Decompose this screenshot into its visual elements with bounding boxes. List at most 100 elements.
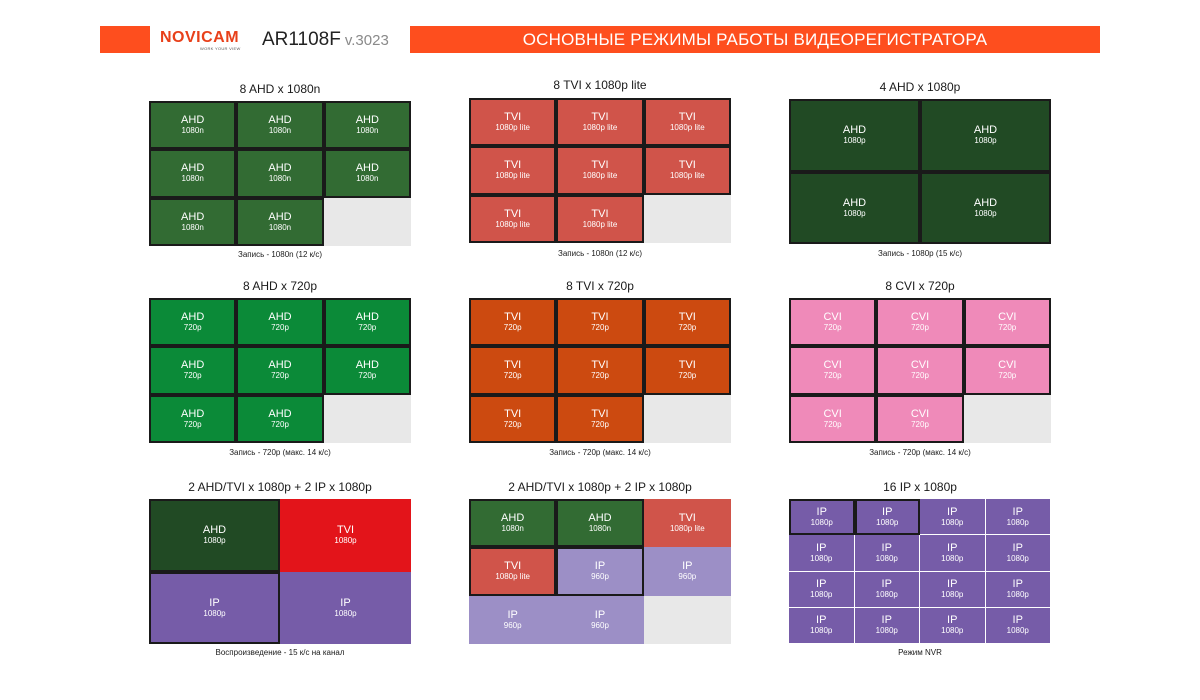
channel-type: AHD [268,162,292,175]
channel-resolution: 720p [591,419,609,429]
channel-cell: CVI 720p [963,346,1051,395]
channel-resolution: 1080p [941,517,964,527]
channel-cell: IP 1080p [920,571,986,608]
channel-cell: AHD 720p [149,394,237,443]
channel-type: AHD [588,512,612,525]
panel-title: 8 AHD x 720p [242,279,318,293]
channel-resolution: 720p [823,419,842,429]
channel-cell: IP 1080p [149,571,280,644]
channel-type: IP [881,614,892,627]
channel-cell: AHD 1080p [789,171,920,244]
channel-type: TVI [504,207,522,220]
channel-resolution: 1080p [876,518,899,528]
channel-resolution: 720p [678,371,697,381]
channel-resolution: 1080p [1006,553,1029,563]
channel-resolution: 720p [271,419,289,429]
channel-cell: AHD 1080n [469,499,557,548]
channel-type: IP [209,596,220,609]
channel-cell: TVI 1080p lite [469,146,557,195]
channel-resolution: 1080p [974,136,997,146]
channel-type: AHD [842,196,867,209]
channel-cell: AHD 720p [236,394,324,443]
channel-grid: IP 1080p IP 1080p IP 1080p IP 1080p IP 1080p IP 108… [789,499,1051,644]
channel-cell: CVI 720p [876,298,964,347]
channel-type: TVI [591,207,609,220]
channel-resolution: 1080p lite [582,171,618,181]
channel-type: IP [947,578,958,591]
channel-type: TVI [591,111,609,124]
channel-resolution: 1080p [810,626,833,636]
channel-resolution: 720p [678,323,697,333]
channel-resolution: 1080n [181,174,204,184]
channel-type: TVI [678,359,696,372]
panel-title: 8 CVI x 720p [885,279,955,293]
channel-resolution: 1080p [1006,590,1029,600]
channel-type: CVI [823,311,842,324]
channel-type: IP [816,541,827,554]
channel-cell: TVI 720p [556,394,644,443]
channel-cell: CVI 720p [789,394,877,443]
channel-cell: IP 1080p [920,535,986,572]
channel-type: TVI [504,159,522,172]
channel-type: AHD [501,512,525,525]
channel-type: IP [881,578,892,591]
channel-cell: TVI 1080p lite [556,146,644,195]
empty-cell [643,595,731,644]
channel-cell: IP 1080p [985,499,1051,536]
channel-cell: IP 1080p [854,499,920,536]
channel-resolution: 1080p [941,590,964,600]
channel-type: CVI [910,407,930,420]
channel-resolution: 720p [998,371,1017,381]
channel-cell: AHD 1080p [789,99,920,172]
channel-grid: CVI 720p CVI 720p CVI 720p CVI 720p CVI 720p CVI 72… [789,298,1051,443]
channel-resolution: 1080p [941,553,964,563]
channel-resolution: 720p [998,323,1017,333]
channel-cell: TVI 720p [643,298,731,347]
channel-cell: IP 1080p [789,499,855,536]
channel-type: AHD [181,407,205,420]
channel-cell: IP 1080p [854,607,920,644]
channel-resolution: 1080n [356,174,379,184]
channel-cell: CVI 720p [963,298,1051,347]
channel-resolution: 720p [358,371,377,381]
channel-resolution: 720p [183,371,202,381]
channel-grid: AHD 1080p TVI 1080p IP 1080p IP 1080p [149,499,411,644]
channel-type: CVI [910,359,930,372]
channel-cell: IP 1080p [789,571,855,608]
channel-resolution: 1080p [203,536,226,546]
channel-cell: IP 960p [469,595,557,644]
channel-resolution: 720p [271,323,289,333]
channel-type: AHD [973,196,998,209]
panel-caption: Запись - 1080n (12 к/с) [238,250,322,259]
channel-cell: IP 960p [643,547,731,596]
channel-type: TVI [504,111,522,124]
panel-title: 2 AHD/TVI x 1080p + 2 IP x 1080p [188,480,372,494]
panel-caption: Запись - 1080p (15 к/с) [878,249,962,258]
channel-cell: IP 1080p [985,607,1051,644]
channel-type: IP [594,560,606,573]
channel-type: IP [816,578,827,591]
channel-resolution: 1080p lite [495,572,531,582]
channel-resolution: 720p [503,371,522,381]
channel-cell: TVI 1080p lite [556,194,644,243]
channel-resolution: 1080p lite [582,219,618,229]
channel-cell: IP 1080p [854,571,920,608]
channel-type: IP [682,560,693,573]
brand-name: NOVICAM [160,29,240,46]
channel-cell: CVI 720p [876,394,964,443]
channel-type: AHD [181,114,205,127]
channel-cell: AHD 1080n [149,149,237,198]
channel-cell: AHD 1080n [149,101,237,150]
channel-type: TVI [336,524,355,537]
empty-cell [963,394,1051,443]
channel-resolution: 720p [911,323,929,333]
channel-resolution: 1080p [1006,626,1029,636]
channel-type: AHD [355,114,379,127]
channel-cell: AHD 1080n [236,149,324,198]
channel-type: AHD [268,311,292,324]
panel-title: 4 AHD x 1080p [879,80,961,94]
channel-type: AHD [355,162,379,175]
channel-resolution: 1080p [875,590,898,600]
panel-caption: Запись - 720p (макс. 14 к/с) [869,448,971,457]
channel-resolution: 1080p lite [495,171,531,181]
